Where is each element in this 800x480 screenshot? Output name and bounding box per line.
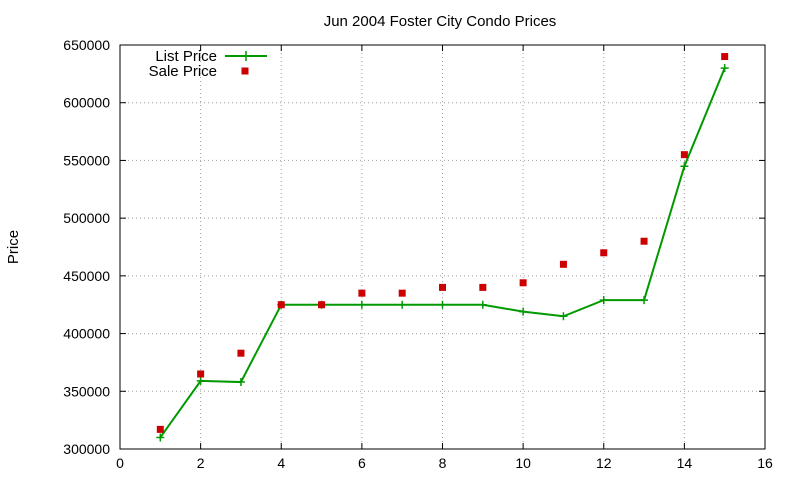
list-price-point	[559, 312, 568, 321]
sale-price-point	[439, 283, 446, 291]
grid	[120, 45, 765, 449]
y-tick-label: 300000	[63, 441, 110, 457]
list-price-point	[640, 296, 649, 305]
y-tick-label: 500000	[63, 210, 110, 226]
sale-price-point	[156, 425, 164, 433]
sale-price-point	[721, 53, 729, 61]
sale-price-point	[559, 260, 567, 268]
list-price-point	[357, 300, 366, 309]
plot-area	[156, 53, 729, 442]
x-tick-label: 16	[757, 455, 773, 471]
sale-price-point	[197, 370, 205, 378]
x-tick-label: 2	[197, 455, 205, 471]
list-price-point	[156, 433, 165, 442]
sale-price-point	[318, 301, 326, 309]
y-tick-label: 600000	[63, 95, 110, 111]
legend-label-sale-price: Sale Price	[149, 63, 217, 80]
sale-price-point	[398, 289, 406, 297]
legend-label-list-price: List Price	[155, 48, 217, 65]
x-tick-label: 0	[116, 455, 124, 471]
y-axis-label: Price	[5, 230, 22, 264]
list-price-point	[196, 376, 205, 385]
legend-marker-sale-price	[241, 67, 249, 75]
sale-price-point	[358, 289, 366, 297]
list-price-point	[720, 64, 729, 73]
legend: List Price Sale Price	[149, 48, 267, 80]
y-tick-label: 400000	[63, 326, 110, 342]
chart-title: Jun 2004 Foster City Condo Prices	[324, 13, 557, 30]
list-price-point	[599, 296, 608, 305]
sale-price-point	[680, 151, 688, 159]
x-tick-label: 6	[358, 455, 366, 471]
sale-price-point	[600, 249, 608, 257]
list-price-point	[236, 378, 245, 387]
list-price-point	[680, 162, 689, 171]
sale-price-point	[237, 349, 245, 357]
sale-price-point	[640, 237, 648, 245]
list-price-line	[159, 67, 726, 439]
list-price-point	[519, 307, 528, 316]
sale-price-point	[519, 279, 527, 287]
x-tick-label: 12	[596, 455, 612, 471]
y-tick-label: 550000	[63, 152, 110, 168]
x-tick-label: 4	[277, 455, 285, 471]
list-price-point	[438, 300, 447, 309]
legend-marker-list-price	[241, 51, 251, 61]
y-tick-label: 350000	[63, 383, 110, 399]
sale-price-point	[479, 283, 487, 291]
y-tick-label: 650000	[63, 37, 110, 53]
y-tick-label: 450000	[63, 268, 110, 284]
list-price-point	[478, 300, 487, 309]
plot-frame	[119, 44, 766, 450]
x-tick-label: 10	[515, 455, 531, 471]
axis-ticks: 0 2 4 6 8 10 12 14 16 300000 350000 400000 450000 500…	[63, 37, 773, 471]
sale-price-point	[277, 301, 285, 309]
x-tick-label: 14	[677, 455, 693, 471]
x-tick-label: 8	[439, 455, 447, 471]
list-price-point	[398, 300, 407, 309]
